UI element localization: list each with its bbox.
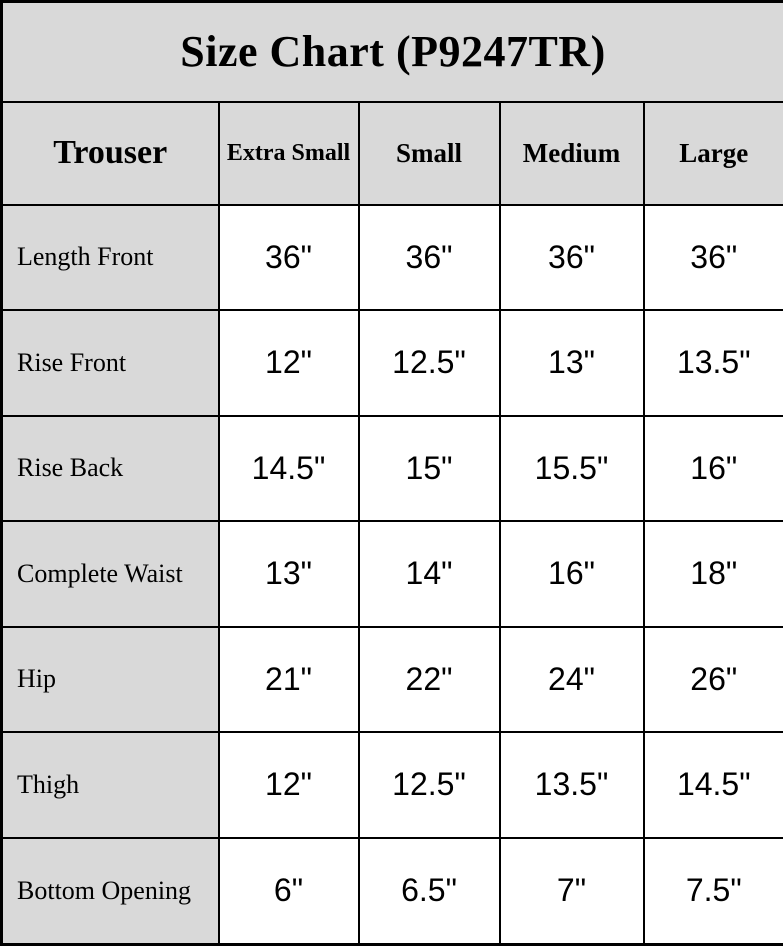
row-label-length-front: Length Front xyxy=(0,203,220,312)
size-value: 18" xyxy=(642,520,783,628)
size-value: 14.5" xyxy=(642,731,783,839)
table-row: Rise Back 14.5" 15" 15.5" 16" xyxy=(0,414,783,523)
table-row: Hip 21" 22" 24" 26" xyxy=(0,625,783,734)
size-value: 6" xyxy=(217,836,360,946)
size-value: 12" xyxy=(217,731,360,839)
table-row: Bottom Opening 6" 6.5" 7" 7.5" xyxy=(0,836,783,946)
table-row: Rise Front 12" 12.5" 13" 13.5" xyxy=(0,309,783,417)
column-header-small: Small xyxy=(357,100,501,206)
size-value: 14.5" xyxy=(217,414,360,523)
row-label-bottom-opening: Bottom Opening xyxy=(0,836,220,946)
size-value: 15" xyxy=(357,414,501,523)
table-row: Complete Waist 13" 14" 16" 18" xyxy=(0,520,783,628)
size-value: 36" xyxy=(498,203,645,312)
size-value: 12" xyxy=(217,309,360,417)
row-label-rise-front: Rise Front xyxy=(0,309,220,417)
table-row: Length Front 36" 36" 36" 36" xyxy=(0,203,783,312)
size-value: 13" xyxy=(217,520,360,628)
size-value: 16" xyxy=(498,520,645,628)
size-value: 36" xyxy=(217,203,360,312)
size-value: 36" xyxy=(357,203,501,312)
column-header-medium: Medium xyxy=(498,100,645,206)
size-value: 13.5" xyxy=(498,731,645,839)
size-value: 7.5" xyxy=(642,836,783,946)
table-row: Thigh 12" 12.5" 13.5" 14.5" xyxy=(0,731,783,839)
size-value: 21" xyxy=(217,625,360,734)
size-value: 16" xyxy=(642,414,783,523)
size-value: 12.5" xyxy=(357,731,501,839)
chart-title: Size Chart (P9247TR) xyxy=(0,0,783,103)
size-value: 6.5" xyxy=(357,836,501,946)
column-header-large: Large xyxy=(642,100,783,206)
size-value: 7" xyxy=(498,836,645,946)
row-label-thigh: Thigh xyxy=(0,731,220,839)
row-label-hip: Hip xyxy=(0,625,220,734)
size-value: 22" xyxy=(357,625,501,734)
row-label-rise-back: Rise Back xyxy=(0,414,220,523)
size-value: 26" xyxy=(642,625,783,734)
title-row: Size Chart (P9247TR) xyxy=(0,0,783,103)
size-value: 13.5" xyxy=(642,309,783,417)
size-value: 24" xyxy=(498,625,645,734)
corner-header-trouser: Trouser xyxy=(0,100,220,206)
column-header-extra-small: Extra Small xyxy=(217,100,360,206)
row-label-complete-waist: Complete Waist xyxy=(0,520,220,628)
header-row: Trouser Extra Small Small Medium Large xyxy=(0,100,783,206)
size-value: 12.5" xyxy=(357,309,501,417)
size-value: 15.5" xyxy=(498,414,645,523)
size-value: 13" xyxy=(498,309,645,417)
size-value: 14" xyxy=(357,520,501,628)
size-value: 36" xyxy=(642,203,783,312)
